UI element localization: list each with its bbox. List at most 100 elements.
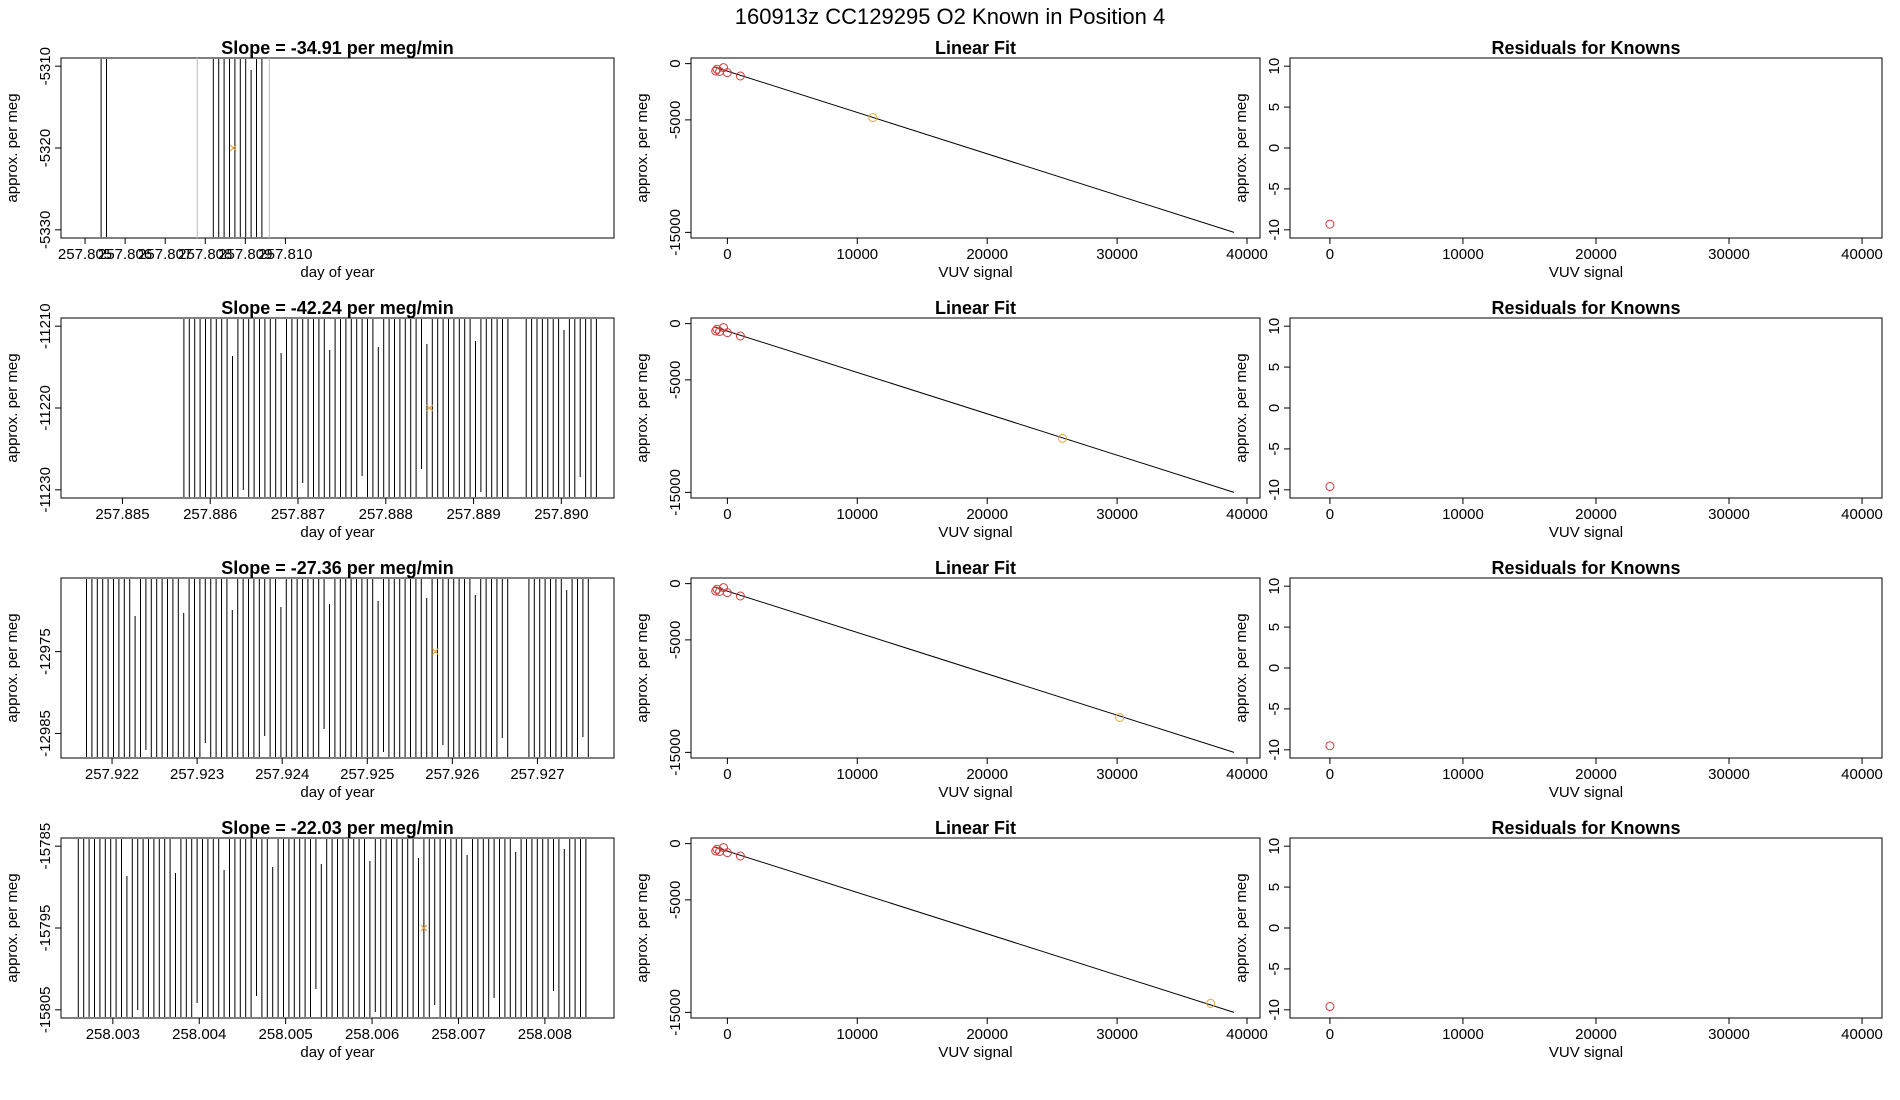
residuals-panel-y-tick-label: -5 xyxy=(1266,182,1283,195)
residuals-panel-x-tick-label: 20000 xyxy=(1575,1026,1617,1043)
time-panel: Slope = -34.91 per meg/min 257.805257.806… xyxy=(4,38,615,281)
fit-panel: Linear Fit 0 10000 20000 30000 40000 VUV signa… xyxy=(634,298,1268,541)
residuals-panel-plot-frame xyxy=(1289,577,1883,759)
residuals-panel-x-tick-label: 10000 xyxy=(1442,246,1484,263)
fit-panel-plot-frame xyxy=(690,57,1261,239)
fit-panel-y-tick-label: -15000 xyxy=(667,209,684,256)
time-panel-y-tick-label: -15805 xyxy=(37,986,54,1033)
known-point xyxy=(711,66,721,76)
residuals-panel-y-tick-label: -5 xyxy=(1266,442,1283,455)
time-panel-y-axis-label: approx. per meg xyxy=(4,873,21,982)
time-panel-x-axis-label: day of year xyxy=(300,1044,374,1061)
fit-panel-x-tick-label: 20000 xyxy=(966,506,1008,523)
time-panel: Slope = -27.36 per meg/min 257.922 257.923… xyxy=(4,558,615,801)
fit-line xyxy=(714,66,1235,233)
residuals-panel-x-axis-label: VUV signal xyxy=(1549,524,1623,541)
time-panel-x-tick-label: 257.806 xyxy=(98,246,152,263)
residuals-panel-plot-frame xyxy=(1289,837,1883,1019)
fit-panel-y-tick-label: 0 xyxy=(667,59,684,67)
time-panel-y-tick-label: -5310 xyxy=(37,47,54,85)
residuals-panel-x-tick-label: 10000 xyxy=(1442,506,1484,523)
time-panel-y-tick-label: -15785 xyxy=(37,823,54,870)
time-panel-plot-frame xyxy=(60,317,615,499)
fit-panel-x-tick-label: 0 xyxy=(723,246,731,263)
time-panel-y-tick-label: -15795 xyxy=(37,905,54,952)
sample-point xyxy=(1206,998,1216,1008)
residuals-panel-y-tick-label: 10 xyxy=(1266,578,1283,595)
fit-panel-plot-frame xyxy=(690,577,1261,759)
residuals-panel-y-tick-label: 0 xyxy=(1266,924,1283,932)
time-panel-x-tick-label: 257.925 xyxy=(340,766,394,783)
plot-grid: Slope = -34.91 per meg/min 257.805257.806… xyxy=(4,38,1883,1061)
residual-point xyxy=(1325,482,1335,492)
time-panel-x-tick-label: 257.927 xyxy=(510,766,564,783)
time-panel-title: Slope = -34.91 per meg/min xyxy=(221,38,454,58)
known-point xyxy=(722,68,732,78)
residuals-panel: Residuals for Knowns 0 10000 20000 30000 4000… xyxy=(1233,298,1883,541)
time-panel-x-tick-label: 258.008 xyxy=(518,1026,572,1043)
known-point xyxy=(735,331,745,341)
fit-panel-x-tick-label: 20000 xyxy=(966,246,1008,263)
residuals-panel-y-tick-label: 10 xyxy=(1266,838,1283,855)
residuals-panel-y-tick-label: 5 xyxy=(1266,623,1283,631)
residuals-panel-y-tick-label: -10 xyxy=(1266,999,1283,1021)
time-panel: Slope = -42.24 per meg/min 257.885 257.886… xyxy=(4,298,615,541)
fit-panel-y-axis-label: approx. per meg xyxy=(634,613,651,722)
figure-title: 160913z CC129295 O2 Known in Position 4 xyxy=(735,4,1166,29)
time-panel-x-tick-label: 258.003 xyxy=(86,1026,140,1043)
residuals-panel-y-axis-label: approx. per meg xyxy=(1233,873,1250,982)
residuals-panel-x-axis-label: VUV signal xyxy=(1549,784,1623,801)
fit-panel-y-tick-label: -5000 xyxy=(667,621,684,659)
time-panel-x-tick-label: 257.808 xyxy=(178,246,232,263)
residuals-panel-x-tick-label: 30000 xyxy=(1708,1026,1750,1043)
fit-line xyxy=(714,586,1235,753)
time-panel-x-tick-label: 257.922 xyxy=(85,766,139,783)
fit-panel-x-tick-label: 30000 xyxy=(1096,246,1138,263)
signal-trace xyxy=(183,319,597,497)
mean-marker xyxy=(420,924,428,932)
fit-panel-x-tick-label: 10000 xyxy=(836,766,878,783)
time-panel-x-tick-label: 257.885 xyxy=(95,506,149,523)
fit-panel: Linear Fit 0 10000 20000 30000 40000 VUV signa… xyxy=(634,818,1268,1061)
residuals-panel-x-tick-label: 10000 xyxy=(1442,766,1484,783)
fit-panel-x-axis-label: VUV signal xyxy=(938,264,1012,281)
residuals-panel-y-tick-label: 10 xyxy=(1266,318,1283,335)
sample-point xyxy=(1115,713,1125,722)
fit-panel-y-axis-label: approx. per meg xyxy=(634,353,651,462)
fit-panel-title: Linear Fit xyxy=(935,558,1016,578)
time-panel-x-tick-label: 257.888 xyxy=(359,506,413,523)
fit-panel-y-axis-label: approx. per meg xyxy=(634,93,651,202)
time-panel-title: Slope = -27.36 per meg/min xyxy=(221,558,454,578)
residuals-panel-plot-frame xyxy=(1289,317,1883,499)
fit-panel: Linear Fit 0 10000 20000 30000 40000 VUV signa… xyxy=(634,558,1268,801)
residuals-panel-y-axis-label: approx. per meg xyxy=(1233,353,1250,462)
fit-panel-x-tick-label: 0 xyxy=(723,506,731,523)
fit-panel-x-tick-label: 30000 xyxy=(1096,766,1138,783)
residuals-panel-plot-frame xyxy=(1289,57,1883,239)
residuals-panel-x-tick-label: 40000 xyxy=(1841,506,1883,523)
residuals-panel-x-tick-label: 10000 xyxy=(1442,1026,1484,1043)
fit-panel-title: Linear Fit xyxy=(935,38,1016,58)
mean-marker xyxy=(426,404,434,412)
residuals-panel-title: Residuals for Knowns xyxy=(1491,818,1680,838)
time-panel-x-tick-label: 257.926 xyxy=(425,766,479,783)
known-point xyxy=(735,71,745,81)
residuals-panel-x-tick-label: 30000 xyxy=(1708,766,1750,783)
fit-panel-x-tick-label: 10000 xyxy=(836,1026,878,1043)
row-4: Slope = -22.03 per meg/min 258.003 258.004… xyxy=(4,818,1883,1061)
fit-panel: Linear Fit 0 10000 20000 30000 40000 VUV signa… xyxy=(634,38,1268,281)
time-panel-plot-frame xyxy=(60,577,615,759)
residuals-panel-x-tick-label: 40000 xyxy=(1841,766,1883,783)
residuals-panel-y-tick-label: 5 xyxy=(1266,883,1283,891)
time-panel-x-tick-label: 257.807 xyxy=(138,246,192,263)
fit-panel-y-tick-label: 0 xyxy=(667,319,684,327)
time-panel-x-tick-label: 258.005 xyxy=(259,1026,313,1043)
residuals-panel-x-tick-label: 30000 xyxy=(1708,506,1750,523)
time-panel-y-axis-label: approx. per meg xyxy=(4,613,21,722)
time-panel-y-tick-label: -12975 xyxy=(37,628,54,675)
fit-panel-y-tick-label: 0 xyxy=(667,839,684,847)
residuals-panel-x-tick-label: 0 xyxy=(1326,246,1334,263)
residual-point xyxy=(1325,1002,1335,1012)
known-point xyxy=(735,591,745,601)
